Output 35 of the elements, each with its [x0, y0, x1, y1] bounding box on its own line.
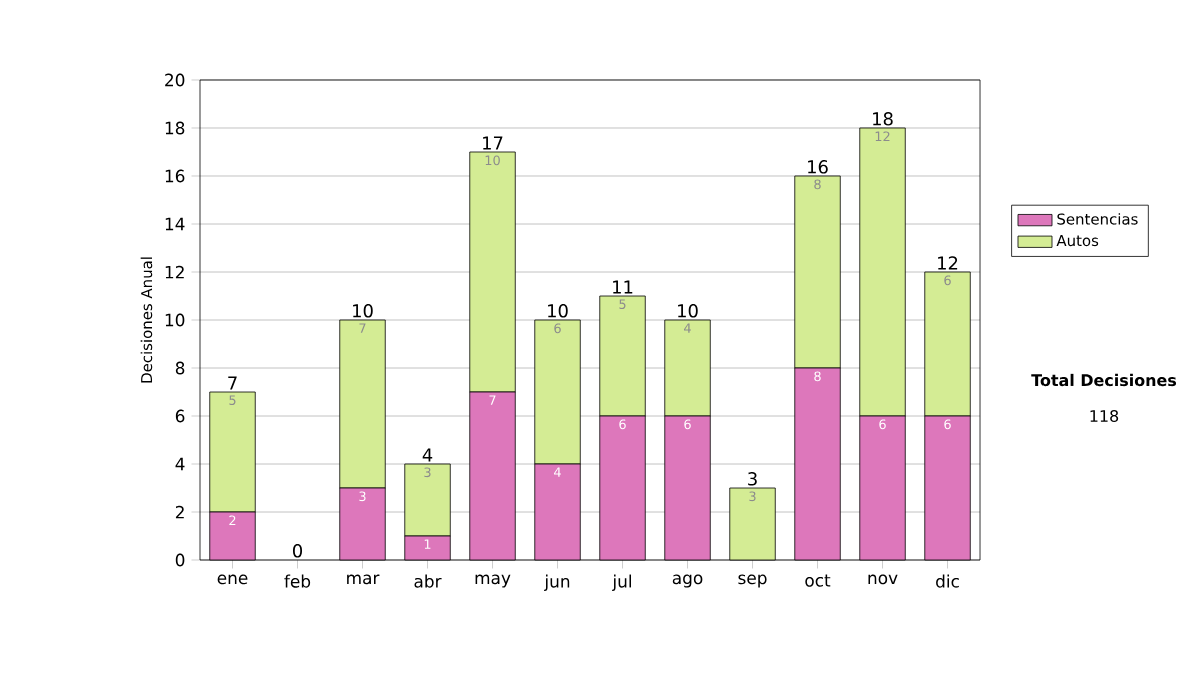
y-tick-label: 0 — [175, 553, 185, 567]
y-tick-label: 12 — [165, 265, 184, 279]
y-tick-label: 16 — [165, 169, 185, 183]
x-tick-label: oct — [805, 574, 831, 587]
total-label: 16 — [808, 160, 828, 174]
total-label: 10 — [678, 304, 698, 318]
x-tick-label: nov — [868, 574, 898, 585]
x-tick-label: abr — [414, 574, 442, 588]
x-tick-label: ago — [672, 574, 703, 588]
total-label: 18 — [873, 112, 893, 126]
y-tick-label: 8 — [175, 361, 185, 375]
x-tick-label: may — [475, 574, 511, 588]
total-label: 10 — [548, 304, 568, 318]
y-tick-label: 4 — [175, 457, 185, 471]
total-label: 0 — [293, 544, 303, 558]
x-tick-label: dic — [936, 574, 959, 588]
x-tick-label: mar — [347, 574, 380, 585]
total-label: 12 — [938, 256, 958, 270]
total-label: 4 — [422, 448, 433, 462]
total-label: 7 — [228, 376, 237, 390]
x-tick-label: jul — [612, 574, 632, 591]
y-tick-label: 20 — [165, 73, 185, 87]
x-tick-label: jun — [544, 574, 570, 591]
x-tick-label: feb — [284, 574, 311, 588]
y-tick-label: 14 — [165, 217, 185, 231]
x-tick-label: sep — [738, 574, 767, 588]
total-label: 17 — [483, 136, 503, 150]
total-label: 11 — [613, 280, 633, 294]
y-tick-label: 6 — [175, 409, 185, 423]
x-tick-label: ene — [217, 574, 248, 585]
y-tick-label: 10 — [165, 313, 185, 327]
total-label: 3 — [748, 472, 757, 486]
y-tick-label: 18 — [165, 121, 185, 135]
y-tick-label: 2 — [175, 505, 184, 519]
total-label: 10 — [353, 304, 373, 318]
